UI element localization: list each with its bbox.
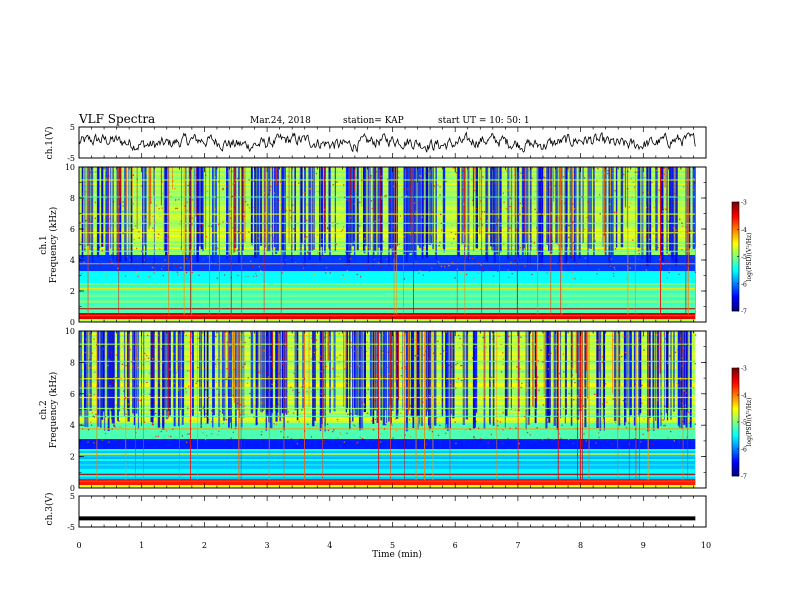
colorbar-1-label: log(PSD)(V²/Hz) xyxy=(746,233,753,282)
date-label: Mar.24, 2018 xyxy=(250,116,311,126)
ch1-spectrogram-ytick-label: 2 xyxy=(70,287,75,296)
ch1-panel-label: ch.1 xyxy=(39,235,49,254)
ch2-frequency-label: Frequency (kHz) xyxy=(48,372,59,449)
x-tick-label: 3 xyxy=(265,541,270,550)
colorbar-1-tick-label: -7 xyxy=(741,309,747,316)
ch2-spectrogram-ytick-label: 6 xyxy=(70,390,75,399)
ch1-spectrogram-ytick-label: 8 xyxy=(70,194,75,203)
x-tick-label: 5 xyxy=(390,541,395,550)
ch1-waveform-line xyxy=(78,131,696,153)
ch2-panel-label: ch.2 xyxy=(39,400,49,419)
start-time-label: start UT = 10: 50: 1 xyxy=(438,116,530,126)
chart-title: VLF Spectra xyxy=(78,112,155,126)
ch1-waveform-ytick-label: -5 xyxy=(67,154,75,163)
ch2-spectrogram-ytick-label: 10 xyxy=(65,327,75,336)
ch3-waveform-ytick-label: -5 xyxy=(67,523,75,532)
x-tick-label: 0 xyxy=(76,541,81,550)
ch1-spectrogram-ytick-label: 10 xyxy=(65,163,75,172)
ch1-waveform-panel xyxy=(78,131,696,153)
x-tick-label: 2 xyxy=(202,541,207,550)
ch2-spectrogram-ytick-label: 8 xyxy=(70,358,75,367)
colorbar-1-tick-label: -6 xyxy=(741,281,747,288)
colorbars: -3 -4 -5 -6 -7 -3 -4 -5 -6 -7 xyxy=(731,200,747,481)
ch2-spectrogram-ytick-label: 4 xyxy=(70,421,75,430)
x-tick-label: 10 xyxy=(701,541,711,550)
ch3-voltage-label: ch.3(V) xyxy=(44,493,55,526)
ch1-spec-image xyxy=(79,167,697,322)
ch1-spectrogram-ytick-label: 0 xyxy=(70,318,75,327)
colorbar-1-tick-label: -3 xyxy=(741,200,747,207)
ch3-waveform-ytick-label: 5 xyxy=(70,492,75,501)
ch2-spectrogram-panel xyxy=(79,331,697,488)
x-tick-label: 7 xyxy=(515,541,520,550)
x-tick-label: 9 xyxy=(641,541,646,550)
ch1-spectrogram-panel xyxy=(79,167,697,322)
colorbar-2-tick-label: -5 xyxy=(741,420,747,427)
colorbar-2-tick-label: -4 xyxy=(741,393,747,400)
colorbar-1-tick-label: -5 xyxy=(741,254,747,261)
x-tick-label: 4 xyxy=(327,541,332,550)
x-tick-label: 8 xyxy=(578,541,583,550)
colorbar-1-tick-label: -4 xyxy=(741,227,747,234)
ch1-spectrogram-ytick-label: 4 xyxy=(70,256,75,265)
ch1-voltage-label: ch.1(V) xyxy=(44,127,55,160)
colorbar-2-tick-label: -3 xyxy=(741,366,747,373)
ch2-spectrogram-ytick-label: 0 xyxy=(70,484,75,493)
colorbar-2-label: log(PSD)(V²/Hz) xyxy=(746,398,753,447)
x-axis-label: Time (min) xyxy=(372,549,422,560)
ch2-spectrogram-ytick-label: 2 xyxy=(70,453,75,462)
x-tick-label: 6 xyxy=(453,541,458,550)
ch1-spectrogram-ytick-label: 6 xyxy=(70,225,75,234)
ch2-spec-image xyxy=(79,331,697,488)
colorbar-2-tick-label: -6 xyxy=(741,447,747,454)
ch1-waveform-ytick-label: 5 xyxy=(70,123,75,132)
ch1-frequency-label: Frequency (kHz) xyxy=(48,207,59,284)
colorbar-2-tick-label: -7 xyxy=(741,474,747,481)
x-tick-label: 1 xyxy=(139,541,144,550)
station-label: station= KAP xyxy=(343,116,404,126)
